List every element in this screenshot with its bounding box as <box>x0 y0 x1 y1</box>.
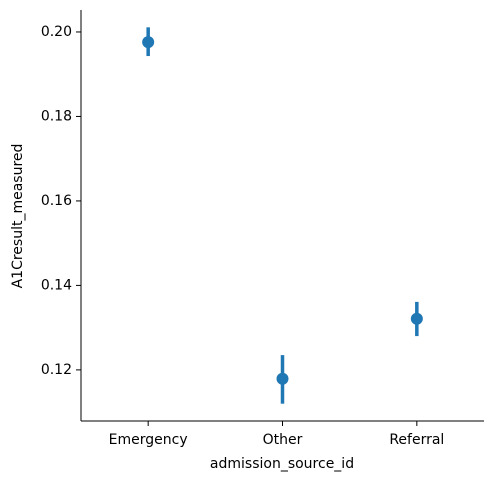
point <box>410 312 423 325</box>
x-tick-label: Other <box>263 432 303 448</box>
point <box>142 36 155 49</box>
x-tick-label: Referral <box>389 432 444 448</box>
y-tick-label: 0.14 <box>41 277 72 293</box>
x-tick-label: Emergency <box>109 432 188 448</box>
y-tick-label: 0.12 <box>41 362 72 378</box>
x-axis-label: admission_source_id <box>210 456 354 472</box>
y-tick-label: 0.18 <box>41 108 72 124</box>
point <box>276 372 289 385</box>
y-tick-label: 0.20 <box>41 24 72 40</box>
y-axis-label: A1Cresult_measured <box>10 144 26 289</box>
y-tick-label: 0.16 <box>41 193 72 209</box>
